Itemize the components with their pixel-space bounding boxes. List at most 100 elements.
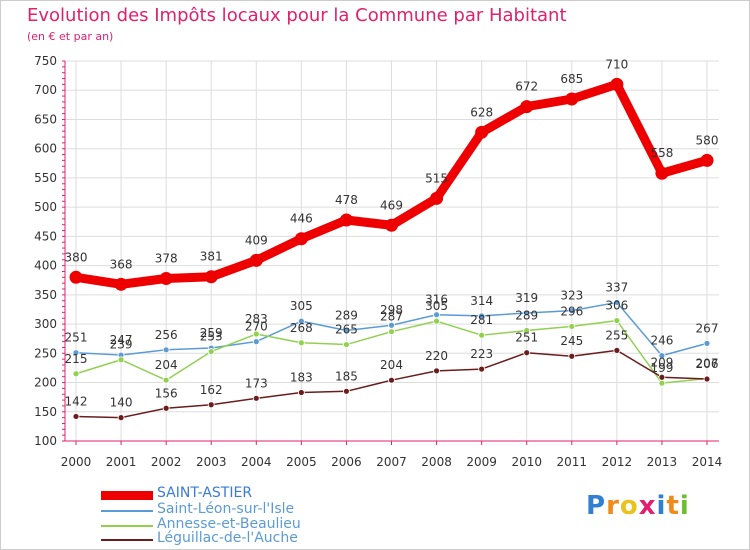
series-1-data-label: 259 (200, 326, 223, 340)
x-tick-label: 2008 (421, 455, 452, 469)
series-0-data-label: 685 (560, 72, 583, 86)
series-1-point (162, 346, 170, 354)
series-3-point (72, 413, 80, 420)
series-0-point (475, 125, 489, 139)
y-tick-label: 750 (34, 54, 57, 68)
series-2-point (162, 376, 170, 384)
y-tick-label: 250 (34, 346, 57, 360)
series-3-data-label: 209 (650, 355, 673, 369)
series-0-data-label: 409 (245, 233, 268, 247)
series-1-data-label: 314 (470, 294, 493, 308)
series-1-data-label: 267 (696, 321, 719, 335)
series-3-data-label: 204 (380, 358, 403, 372)
series-3-data-label: 220 (425, 349, 448, 363)
series-2-data-label: 305 (425, 299, 448, 313)
data-label-layer: 251 247 256 259 270 305 289 298 316 314 319 323 337 2… (65, 57, 719, 409)
series-2-point (478, 331, 486, 339)
axis-layer: 100 150 200 250 300 350 400 450 500 550 600 650 700 7… (34, 54, 722, 469)
series-2-data-label: 296 (560, 304, 583, 318)
series-0-data-label: 672 (515, 80, 538, 94)
series-3-point (343, 387, 350, 395)
series-3-point (207, 401, 215, 409)
x-tick-label: 2011 (557, 455, 588, 469)
legend-swatch (101, 510, 153, 512)
y-tick-label: 150 (34, 405, 57, 419)
series-1-data-label: 270 (245, 320, 268, 334)
series-3-point (523, 349, 531, 357)
y-tick-label: 600 (34, 142, 57, 156)
series-1-point (343, 327, 350, 334)
series-2-data-label: 204 (155, 358, 178, 372)
series-2-data-label: 215 (65, 352, 88, 366)
series-0-point (249, 253, 263, 267)
series-0-point (520, 100, 534, 114)
logo-letter: r (606, 491, 620, 521)
series-2-data-label: 283 (245, 312, 268, 326)
x-tick-label: 2010 (511, 455, 542, 469)
x-tick-label: 2014 (692, 455, 723, 469)
series-0-data-label: 378 (155, 251, 178, 265)
series-3-data-label: 251 (515, 331, 538, 345)
series-1-point (613, 299, 621, 306)
series-1-data-label: 246 (650, 334, 673, 348)
series-layer (69, 77, 714, 422)
series-0-data-label: 558 (650, 146, 673, 160)
x-tick-label: 2001 (106, 455, 137, 469)
chart-subtitle: (en € et par an) (27, 30, 114, 43)
legend-label: Annesse-et-Beaulieu (157, 516, 301, 532)
proxiti-logo: Proxiti (586, 491, 690, 521)
series-3-data-label: 183 (290, 370, 313, 384)
logo-letter: P (586, 491, 607, 521)
series-0-point (294, 232, 308, 246)
series-1-data-label: 323 (560, 289, 583, 303)
series-3-point (117, 414, 125, 422)
y-tick-label: 400 (34, 259, 57, 273)
series-2-point (297, 339, 305, 347)
legend-swatch (101, 490, 153, 500)
series-3-data-label: 255 (605, 328, 628, 342)
series-2-point (117, 356, 125, 364)
series-1-data-label: 251 (65, 331, 88, 345)
x-tick-label: 2013 (647, 455, 678, 469)
legend-swatch (101, 539, 153, 541)
legend-label: Saint-Léon-sur-l'Isle (157, 501, 295, 517)
series-3-data-label: 173 (245, 376, 268, 390)
series-1-point (478, 312, 486, 320)
series-0-point (655, 166, 669, 180)
series-0-point (565, 92, 579, 106)
series-1-data-label: 305 (290, 299, 313, 313)
series-2-point (207, 348, 215, 355)
logo-letter: o (619, 491, 639, 521)
series-3-data-label: 156 (155, 386, 178, 400)
series-0-data-label: 446 (290, 212, 313, 226)
series-0-point (339, 213, 353, 227)
series-1-data-label: 298 (380, 303, 403, 317)
series-0-data-label: 580 (696, 133, 719, 147)
legend-label: Léguillac-de-l'Auche (157, 530, 298, 546)
series-2-data-label: 287 (380, 310, 403, 324)
series-0-data-label: 515 (425, 171, 448, 185)
x-tick-label: 2004 (241, 455, 272, 469)
series-2-point (72, 370, 80, 378)
series-0-point (159, 271, 173, 285)
series-1-point (72, 349, 80, 357)
series-0-point (700, 153, 714, 167)
series-2-data-label: 306 (605, 299, 628, 313)
series-1-point (568, 307, 576, 315)
y-tick-label: 550 (34, 171, 57, 185)
series-0-data-label: 381 (200, 250, 223, 264)
series-3-point (613, 346, 621, 354)
x-tick-label: 2002 (151, 455, 182, 469)
series-1-data-label: 337 (605, 280, 628, 294)
series-0-data-label: 368 (110, 257, 133, 271)
y-tick-label: 450 (34, 229, 57, 243)
series-3-point (433, 367, 440, 375)
series-0-point (114, 277, 128, 291)
series-0-point (610, 77, 624, 91)
x-tick-label: 2000 (61, 455, 92, 469)
logo-letter: t (666, 491, 680, 521)
x-tick-label: 2012 (602, 455, 633, 469)
legend-label: SAINT-ASTIER (157, 485, 253, 501)
series-2-data-label: 281 (470, 313, 493, 327)
